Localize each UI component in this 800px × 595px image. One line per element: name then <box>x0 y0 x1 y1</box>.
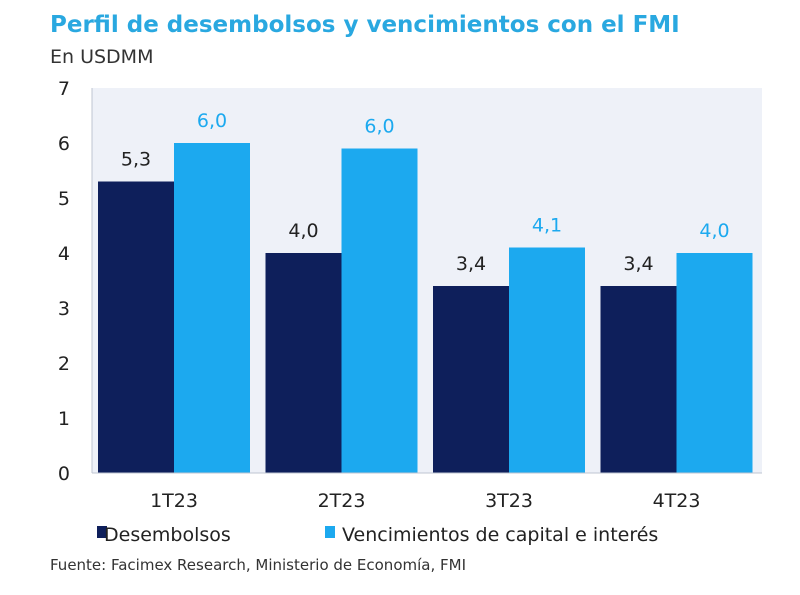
data-label: 3,4 <box>623 253 653 275</box>
bar-desembolsos <box>265 253 342 473</box>
source-note: Fuente: Facimex Research, Ministerio de … <box>50 556 466 574</box>
y-tick-label: 2 <box>58 353 70 375</box>
legend: Desembolsos Vencimientos de capital e int… <box>97 524 658 546</box>
legend-label: Vencimientos de capital e interés <box>342 524 658 546</box>
bar-desembolsos <box>98 181 174 473</box>
data-label: 4,0 <box>699 220 729 242</box>
x-tick-label: 1T23 <box>150 490 198 512</box>
y-tick-label: 7 <box>58 78 70 100</box>
legend-label: Desembolsos <box>104 524 231 546</box>
legend-swatch <box>325 526 335 538</box>
x-axis: 1T23 2T23 3T23 4T23 <box>92 472 762 512</box>
data-label: 4,0 <box>288 220 318 242</box>
bars <box>98 143 753 473</box>
y-tick-label: 4 <box>58 243 70 265</box>
bar-vencimientos <box>341 148 418 473</box>
y-tick-label: 6 <box>58 133 70 155</box>
legend-swatch <box>97 526 107 538</box>
chart-title: Perfil de desembolsos y vencimientos con… <box>50 12 680 38</box>
bar-vencimientos <box>676 253 753 473</box>
y-tick-label: 1 <box>58 408 70 430</box>
x-tick-label: 2T23 <box>318 490 366 512</box>
x-tick-label: 4T23 <box>653 490 701 512</box>
chart-subtitle: En USDMM <box>50 46 154 68</box>
y-tick-label: 3 <box>58 298 70 320</box>
data-label: 4,1 <box>532 215 562 237</box>
y-tick-label: 5 <box>58 188 70 210</box>
y-axis: 0 1 2 3 4 5 6 7 <box>58 78 93 485</box>
data-label: 3,4 <box>456 253 486 275</box>
bar-vencimientos <box>509 247 585 473</box>
data-label: 6,0 <box>197 110 227 132</box>
x-tick-label: 3T23 <box>485 490 533 512</box>
bar-desembolsos <box>600 286 677 473</box>
data-label: 5,3 <box>121 149 151 171</box>
data-label: 6,0 <box>364 116 394 138</box>
bar-vencimientos <box>174 143 250 473</box>
value-labels: 5,3 6,0 4,0 6,0 3,4 4,1 3,4 4,0 <box>121 110 730 275</box>
bar-desembolsos <box>433 286 509 473</box>
y-tick-label: 0 <box>58 463 70 485</box>
